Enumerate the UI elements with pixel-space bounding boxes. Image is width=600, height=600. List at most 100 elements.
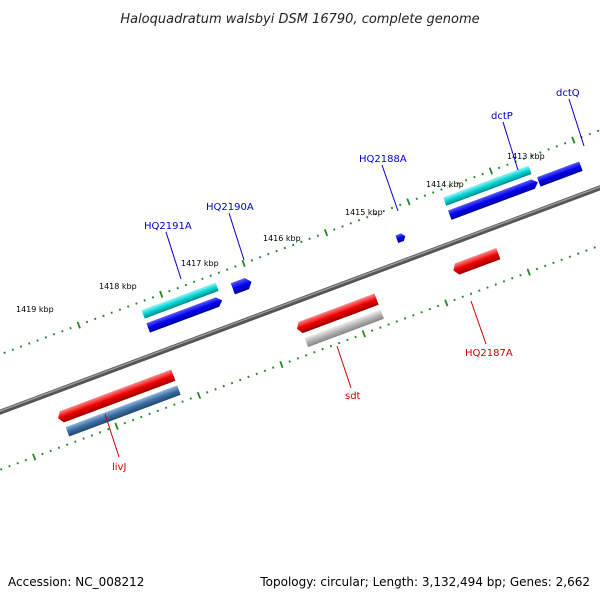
minor-tick [304, 354, 308, 357]
minor-tick [563, 141, 567, 145]
minor-tick [296, 357, 300, 360]
minor-tick [588, 132, 592, 136]
minor-tick [464, 178, 468, 182]
gene-hq2191a[interactable] [141, 282, 219, 319]
gene-blue-3[interactable] [448, 178, 540, 220]
gene-sdt[interactable] [295, 293, 379, 335]
minor-tick [164, 406, 168, 409]
gene-livj[interactable] [65, 385, 181, 437]
minor-tick [552, 261, 555, 265]
minor-tick [519, 273, 522, 277]
scale-label: 1415 kbp [345, 208, 383, 217]
gene-label-dctq[interactable]: dctQ [556, 88, 580, 99]
minor-tick [247, 375, 250, 379]
gene-hq2190a[interactable] [230, 276, 254, 295]
minor-tick [189, 397, 192, 400]
minor-tick [28, 342, 31, 345]
minor-tick [576, 252, 580, 255]
minor-tick [313, 351, 316, 354]
gene-livj-red[interactable] [56, 369, 176, 424]
major-tick [571, 136, 576, 144]
minor-tick [555, 145, 559, 148]
major-tick [279, 360, 284, 369]
minor-tick [436, 304, 440, 308]
minor-tick [415, 197, 418, 200]
gene-label-hq2188a[interactable]: HQ2188A [359, 154, 407, 165]
gene-dctp[interactable] [443, 165, 532, 206]
gene-label-hq2187a[interactable]: HQ2187A [465, 348, 513, 359]
gene-hq2188a[interactable] [395, 232, 406, 243]
minor-tick [341, 225, 344, 228]
minor-tick [0, 468, 3, 471]
major-tick [444, 299, 449, 307]
minor-tick [82, 437, 85, 440]
minor-tick [453, 298, 456, 302]
minor-tick [403, 317, 407, 320]
minor-tick [181, 400, 184, 403]
major-tick [76, 321, 81, 329]
minor-tick [250, 259, 254, 262]
minor-tick [539, 151, 542, 154]
minor-tick [502, 280, 506, 283]
minor-tick [230, 381, 234, 385]
major-tick [488, 167, 493, 175]
minor-tick [547, 148, 550, 151]
minor-tick [560, 258, 563, 262]
gene-gray[interactable] [304, 309, 384, 348]
minor-tick [357, 219, 361, 222]
minor-tick [11, 348, 15, 351]
minor-tick [255, 372, 258, 376]
minor-tick [283, 246, 287, 250]
minor-tick [57, 446, 61, 450]
minor-tick [469, 292, 473, 295]
minor-tick [123, 421, 127, 425]
minor-tick [36, 339, 39, 342]
minor-tick [354, 335, 357, 339]
gene-label-hq2190a[interactable]: HQ2190A [206, 202, 254, 213]
gene-label-sdt[interactable]: sdt [345, 391, 361, 402]
gene-labels: HQ2191A HQ2190A HQ2188A dctP dctQ livJ s… [112, 88, 580, 473]
gene-blue-2[interactable] [146, 296, 223, 333]
minor-tick [321, 347, 324, 351]
minor-tick [225, 268, 229, 271]
minor-tick [98, 431, 102, 434]
minor-tick [399, 203, 402, 207]
major-tick [32, 453, 37, 461]
minor-tick [267, 252, 270, 256]
gene-label-livj[interactable]: livJ [112, 462, 126, 473]
forward-genes [141, 161, 583, 333]
minor-tick [486, 286, 489, 289]
minor-tick [506, 163, 509, 167]
minor-tick [140, 415, 143, 419]
major-tick [114, 422, 119, 430]
minor-tick [316, 234, 319, 237]
gene-label-dctp[interactable]: dctP [491, 111, 513, 122]
major-tick [159, 290, 164, 298]
gene-hq2187a[interactable] [451, 247, 501, 276]
minor-tick [90, 434, 94, 437]
minor-tick [420, 310, 423, 314]
gene-label-hq2191a[interactable]: HQ2191A [144, 221, 192, 232]
minor-tick [24, 458, 28, 462]
minor-tick [473, 175, 476, 179]
minor-tick [568, 255, 572, 258]
minor-tick [395, 320, 399, 323]
scale-label: 1419 kbp [16, 305, 54, 314]
genome-backbone [0, 122, 600, 478]
minor-tick [494, 283, 497, 286]
minor-tick [448, 185, 451, 188]
gene-dctq[interactable] [537, 161, 583, 187]
minor-tick [370, 329, 374, 332]
minor-tick [206, 391, 209, 394]
minor-tick [69, 326, 72, 330]
minor-tick [143, 299, 146, 302]
minor-tick [374, 212, 377, 216]
minor-tick [308, 237, 311, 241]
minor-tick [412, 314, 415, 317]
minor-tick [544, 264, 547, 268]
minor-tick [176, 286, 179, 290]
minor-tick [118, 308, 122, 311]
minor-tick [65, 443, 69, 446]
major-tick [526, 268, 531, 276]
